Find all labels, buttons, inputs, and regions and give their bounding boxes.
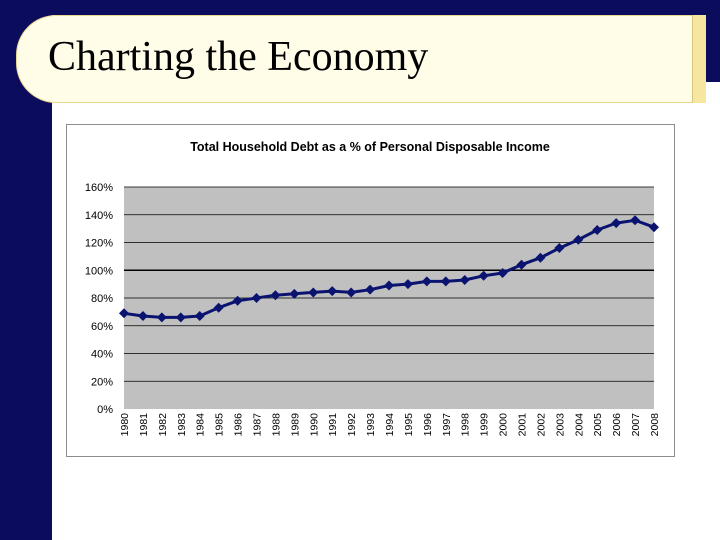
data-point — [346, 287, 357, 298]
data-point — [194, 311, 205, 322]
x-tick-label: 1991 — [327, 413, 339, 437]
x-tick-label: 1990 — [308, 413, 320, 437]
y-tick-label: 140% — [85, 210, 113, 222]
y-tick-label: 60% — [91, 321, 113, 333]
data-point — [421, 276, 432, 287]
y-tick-label: 20% — [91, 376, 113, 388]
data-point — [156, 312, 167, 323]
data-point — [478, 270, 489, 281]
data-point — [535, 252, 546, 263]
data-point — [175, 312, 186, 323]
data-point — [573, 234, 584, 245]
right-bar — [706, 0, 720, 82]
x-tick-label: 2007 — [630, 413, 642, 437]
x-tick-label: 1985 — [214, 413, 226, 437]
y-tick-label: 0% — [97, 404, 113, 416]
x-tick-label: 2006 — [611, 413, 623, 437]
data-point — [232, 295, 243, 306]
y-tick-label: 40% — [91, 349, 113, 361]
y-tick-label: 160% — [85, 182, 113, 194]
x-tick-label: 1980 — [119, 413, 131, 437]
y-tick-label: 80% — [91, 293, 113, 305]
slide-title: Charting the Economy — [48, 34, 429, 80]
x-tick-label: 2002 — [535, 413, 547, 437]
x-tick-label: 1984 — [195, 413, 207, 437]
x-tick-label: 1981 — [138, 413, 150, 437]
data-point — [251, 293, 262, 303]
data-point — [440, 276, 451, 287]
x-tick-label: 1996 — [422, 413, 434, 437]
data-point — [137, 311, 148, 322]
title-box-strip — [692, 15, 706, 103]
data-point — [611, 218, 622, 229]
data-point — [270, 290, 281, 301]
x-tick-label: 1999 — [479, 413, 491, 437]
top-bar — [0, 0, 720, 15]
x-tick-label: 2003 — [554, 413, 566, 437]
x-tick-label: 2008 — [649, 413, 661, 437]
data-point — [289, 288, 300, 299]
x-tick-label: 2001 — [517, 413, 529, 437]
data-point — [384, 280, 394, 291]
x-tick-label: 1992 — [346, 413, 358, 437]
data-point — [497, 268, 508, 279]
x-tick-label: 2000 — [498, 413, 510, 437]
x-tick-label: 1988 — [270, 413, 282, 437]
data-point — [649, 222, 659, 233]
data-point — [308, 287, 319, 298]
x-tick-label: 1982 — [157, 413, 169, 437]
data-point — [630, 215, 641, 226]
x-tick-label: 1995 — [403, 413, 415, 437]
data-point — [554, 243, 565, 254]
x-tick-label: 1983 — [176, 413, 188, 437]
data-point — [213, 302, 224, 313]
x-tick-label: 1994 — [384, 413, 396, 437]
x-tick-label: 1986 — [233, 413, 245, 437]
x-tick-label: 1997 — [441, 413, 453, 437]
y-tick-label: 100% — [85, 265, 113, 277]
data-point — [592, 225, 603, 236]
data-point — [402, 279, 413, 290]
data-point — [327, 286, 338, 297]
x-tick-label: 1989 — [289, 413, 301, 437]
data-point — [365, 284, 376, 295]
x-tick-label: 1998 — [460, 413, 472, 437]
x-tick-label: 2005 — [592, 413, 604, 437]
chart-title: Total Household Debt as a % of Personal … — [190, 140, 550, 154]
y-tick-label: 120% — [85, 238, 113, 250]
x-tick-label: 2004 — [573, 413, 585, 437]
data-point — [516, 259, 527, 270]
data-point — [119, 308, 129, 319]
title-box — [16, 15, 706, 103]
data-point — [459, 274, 470, 285]
x-tick-label: 1987 — [252, 413, 264, 437]
x-tick-label: 1993 — [365, 413, 377, 437]
